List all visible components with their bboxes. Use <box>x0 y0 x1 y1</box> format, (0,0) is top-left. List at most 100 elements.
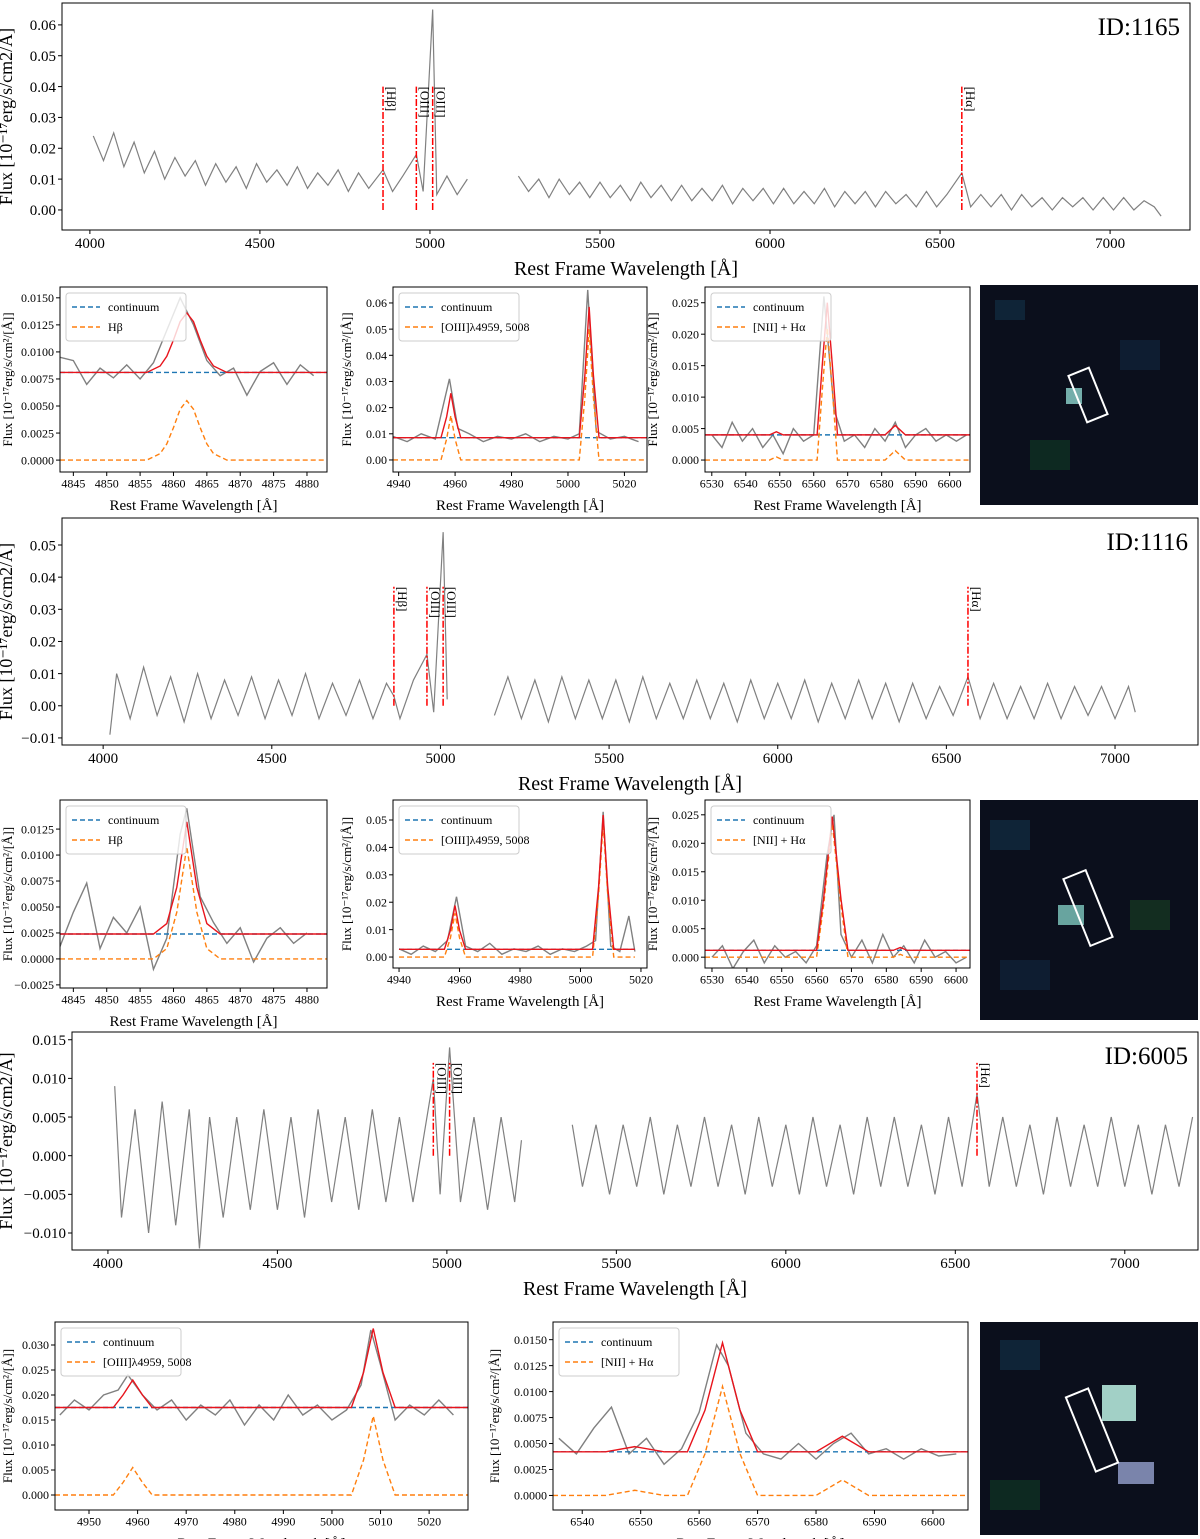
line-marker-label: [Hβ] <box>384 87 399 112</box>
legend-box <box>65 805 187 855</box>
legend-box <box>65 292 187 342</box>
y-tick-label: 0.04 <box>366 841 387 855</box>
x-tick-label: 6580 <box>804 1515 828 1529</box>
x-tick-label: 4950 <box>77 1515 101 1529</box>
plot-area <box>398 811 636 958</box>
y-tick-label: 0.015 <box>672 359 699 373</box>
panel: 4950 4960 4970 4980 4990 5000 5010 5020 0.000 0.0… <box>0 1321 469 1539</box>
line-marker-label: [OIII] <box>428 587 443 618</box>
slit <box>1062 868 1114 948</box>
y-tick-label: 0.025 <box>672 808 699 822</box>
x-tick-label: 4860 <box>161 993 185 1007</box>
pixel-patch <box>1000 1340 1040 1370</box>
y-tick-label: 0.0050 <box>21 399 54 413</box>
y-axis-label: Flux [10⁻¹⁷erg/s/cm²/[Å]] <box>339 817 354 951</box>
x-tick-label: 5000 <box>568 973 592 987</box>
y-tick-label: 0.02 <box>366 895 387 909</box>
plot-area <box>109 532 1136 735</box>
x-tick-label: 4850 <box>95 993 119 1007</box>
series-line <box>60 821 327 935</box>
line-marker-label: [Hα] <box>969 587 984 612</box>
series-line <box>55 1328 468 1409</box>
series-line <box>60 846 327 960</box>
axes-frame <box>71 1031 1199 1251</box>
x-tick-label: 4960 <box>126 1515 150 1529</box>
line-marker-label: [OIII] <box>434 1063 449 1094</box>
series-line <box>705 816 970 952</box>
x-tick-label: 4980 <box>500 477 524 491</box>
x-tick-label: 6560 <box>802 477 826 491</box>
x-tick-label: 6550 <box>770 973 794 987</box>
x-tick-label: 6590 <box>904 477 928 491</box>
y-tick-label: 0.06 <box>366 296 387 310</box>
series-line <box>711 296 967 456</box>
x-tick-label: 4880 <box>295 993 319 1007</box>
legend: continuum [NII] + Hα <box>710 805 832 855</box>
legend: continuum Hβ <box>65 805 187 855</box>
x-tick-label: 4960 <box>443 477 467 491</box>
x-tick-label: 6500 <box>940 1256 970 1272</box>
line-marker-label: [Hβ] <box>395 587 410 612</box>
y-tick-label: 0.010 <box>22 1438 49 1452</box>
x-tick-label: 6570 <box>839 973 863 987</box>
y-axis-label: Flux [10⁻¹⁷erg/s/cm2/Å] <box>0 28 16 205</box>
panel: 4845 4850 4855 4860 4865 4870 4875 4880 −0.0025 0… <box>0 799 328 1030</box>
x-tick-label: 4880 <box>295 477 319 491</box>
plot-area <box>114 1047 1194 1249</box>
legend-label: Hβ <box>108 833 123 847</box>
y-tick-label: 0.0150 <box>514 1333 547 1347</box>
x-tick-label: 4855 <box>128 993 152 1007</box>
y-tick-label: 0.0100 <box>21 848 54 862</box>
y-tick-label: 0.005 <box>672 422 699 436</box>
legend: continuum [NII] + Hα <box>710 292 832 342</box>
x-axis-label: Rest Frame Wavelength [Å] <box>436 994 604 1010</box>
legend-label: continuum <box>441 300 493 314</box>
y-tick-label: 0.010 <box>672 390 699 404</box>
axes-frame <box>704 286 971 473</box>
y-tick-label: 0.005 <box>32 1110 66 1126</box>
x-tick-label: 4870 <box>228 477 252 491</box>
x-tick-label: 4855 <box>128 477 152 491</box>
series-line <box>553 1383 968 1497</box>
plot-area <box>553 1339 968 1497</box>
series-line <box>59 1329 454 1427</box>
legend-label: continuum <box>601 1335 653 1349</box>
series-line <box>393 329 647 461</box>
y-tick-label: 0.015 <box>32 1033 66 1049</box>
x-tick-label: 4940 <box>387 477 411 491</box>
x-tick-label: 5020 <box>417 1515 441 1529</box>
x-tick-label: 5020 <box>629 973 653 987</box>
x-tick-label: 6560 <box>687 1515 711 1529</box>
x-tick-label: 4875 <box>262 993 286 1007</box>
y-tick-label: 0.015 <box>672 865 699 879</box>
cutout-image <box>980 285 1198 505</box>
series-line <box>109 532 448 735</box>
plot-area <box>92 9 1162 217</box>
y-axis-label: Flux [10⁻¹⁷erg/s/cm2/Å] <box>0 543 16 720</box>
legend-label: continuum <box>108 300 160 314</box>
x-axis-label: Rest Frame Wavelength [Å] <box>753 498 921 514</box>
axes-frame <box>392 286 648 473</box>
legend-label: [OIII]λ4959, 5008 <box>441 320 529 334</box>
legend: continuum Hβ <box>65 292 187 342</box>
legend-label: [OIII]λ4959, 5008 <box>441 833 529 847</box>
plot-area <box>55 1328 468 1496</box>
x-axis-label: Rest Frame Wavelength [Å] <box>177 1536 345 1539</box>
x-tick-label: 5500 <box>594 751 624 767</box>
x-tick-label: 6540 <box>735 973 759 987</box>
x-tick-label: 4845 <box>61 993 85 1007</box>
y-tick-label: 0.00 <box>366 453 387 467</box>
x-tick-label: 5020 <box>612 477 636 491</box>
legend-label: continuum <box>753 300 805 314</box>
cutout-image <box>980 800 1198 1020</box>
y-tick-label: 0.0000 <box>21 952 54 966</box>
y-tick-label: 0.030 <box>22 1338 49 1352</box>
y-axis-label: Flux [10⁻¹⁷erg/s/cm²/[Å]] <box>645 312 660 446</box>
line-marker-label: [Hα] <box>978 1063 993 1088</box>
panel: 4000 4500 5000 5500 6000 6500 7000 −0.01 0.00 0.0… <box>0 517 1199 795</box>
x-tick-label: 5000 <box>415 236 445 252</box>
x-tick-label: 5000 <box>425 751 455 767</box>
x-tick-label: 7000 <box>1100 751 1130 767</box>
legend-box <box>398 805 520 855</box>
